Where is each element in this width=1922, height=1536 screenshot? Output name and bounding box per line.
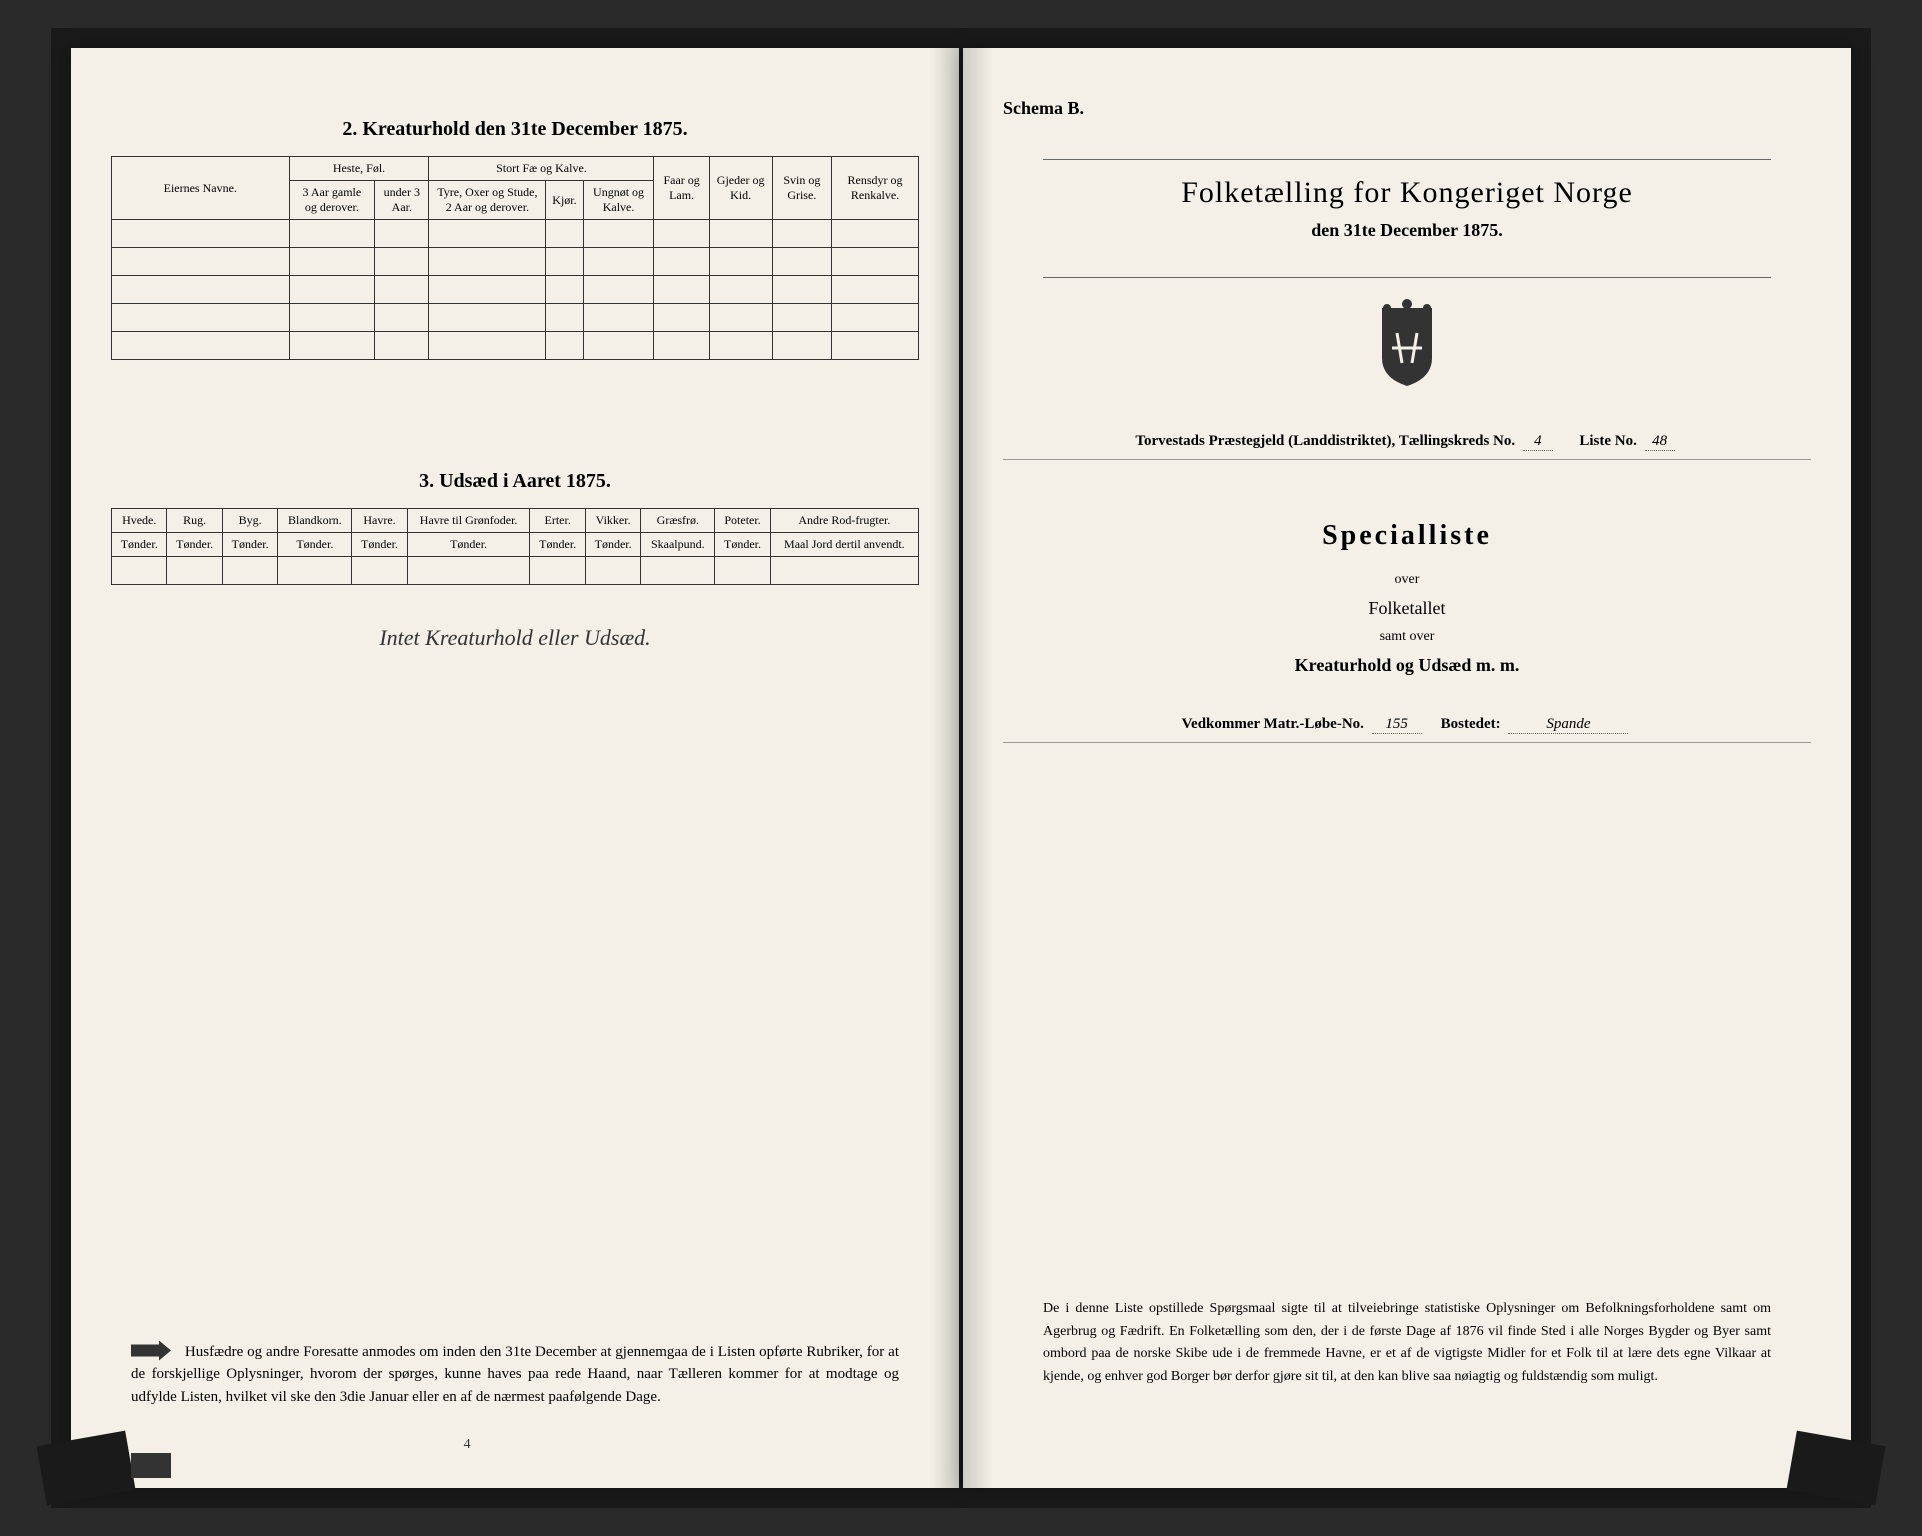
col-cattle-cow: Kjør. bbox=[546, 181, 583, 220]
c5: Havre. bbox=[352, 509, 407, 533]
u6: Tønder. bbox=[407, 533, 530, 557]
col-sheep: Faar og Lam. bbox=[654, 157, 709, 220]
kreatur-line: Kreaturhold og Udsæd m. m. bbox=[1003, 655, 1811, 676]
page-clip-corner bbox=[1786, 1431, 1885, 1506]
right-footer: De i denne Liste opstillede Spørgsmaal s… bbox=[1043, 1298, 1771, 1388]
c8: Vikker. bbox=[585, 509, 640, 533]
u2: Tønder. bbox=[167, 533, 222, 557]
c7: Erter. bbox=[530, 509, 585, 533]
book-spread: 2. Kreaturhold den 31te December 1875. E… bbox=[51, 28, 1871, 1508]
seed-table: Hvede. Rug. Byg. Blandkorn. Havre. Havre… bbox=[111, 508, 919, 585]
handwritten-note: Intet Kreaturhold eller Udsæd. bbox=[111, 625, 919, 651]
main-title: Folketælling for Kongeriget Norge bbox=[1043, 176, 1771, 210]
c3: Byg. bbox=[222, 509, 277, 533]
page-clip-corner bbox=[36, 1431, 135, 1506]
c2: Rug. bbox=[167, 509, 222, 533]
right-page: Schema B. Folketælling for Kongeriget No… bbox=[963, 48, 1851, 1488]
page-number: 4 bbox=[464, 1437, 471, 1453]
col-horse-old: 3 Aar gamle og derover. bbox=[289, 181, 375, 220]
c11: Andre Rod-frugter. bbox=[770, 509, 918, 533]
left-page: 2. Kreaturhold den 31te December 1875. E… bbox=[71, 48, 959, 1488]
table-row bbox=[112, 248, 919, 276]
specialliste-title: Specialliste bbox=[1003, 520, 1811, 552]
samt-over-label: samt over bbox=[1003, 629, 1811, 645]
schema-label: Schema B. bbox=[1003, 98, 1811, 119]
matr-no: 155 bbox=[1372, 716, 1422, 734]
pointer-icon bbox=[131, 1341, 171, 1361]
footer-text: Husfædre og andre Foresatte anmodes om i… bbox=[131, 1344, 899, 1405]
col-pigs: Svin og Grise. bbox=[772, 157, 832, 220]
livestock-table: Eiernes Navne. Heste, Føl. Stort Fæ og K… bbox=[111, 156, 919, 360]
u8: Tønder. bbox=[585, 533, 640, 557]
date-line: den 31te December 1875. bbox=[1043, 220, 1771, 241]
u5: Tønder. bbox=[352, 533, 407, 557]
table-row bbox=[112, 220, 919, 248]
liste-no: 48 bbox=[1645, 433, 1675, 451]
kreds-no: 4 bbox=[1523, 433, 1553, 451]
matr-line: Vedkommer Matr.-Løbe-No. 155 Bostedet: S… bbox=[1003, 716, 1811, 743]
district-line: Torvestads Præstegjeld (Landdistriktet),… bbox=[1003, 433, 1811, 460]
u10: Tønder. bbox=[715, 533, 770, 557]
over-label: over bbox=[1003, 572, 1811, 588]
u11: Maal Jord dertil anvendt. bbox=[770, 533, 918, 557]
section-2-title: 2. Kreaturhold den 31te December 1875. bbox=[111, 118, 919, 141]
page-clip-mark bbox=[131, 1453, 171, 1478]
table-row bbox=[112, 304, 919, 332]
col-owner: Eiernes Navne. bbox=[112, 157, 290, 220]
c9: Græsfrø. bbox=[641, 509, 715, 533]
u3: Tønder. bbox=[222, 533, 277, 557]
u1: Tønder. bbox=[112, 533, 167, 557]
u4: Tønder. bbox=[278, 533, 352, 557]
c1: Hvede. bbox=[112, 509, 167, 533]
table-row bbox=[112, 276, 919, 304]
c6: Havre til Grønfoder. bbox=[407, 509, 530, 533]
section-3-title: 3. Udsæd i Aaret 1875. bbox=[111, 470, 919, 493]
col-cattle-bull: Tyre, Oxer og Stude, 2 Aar og derover. bbox=[429, 181, 546, 220]
col-cattle-young: Ungnøt og Kalve. bbox=[583, 181, 654, 220]
col-goats: Gjeder og Kid. bbox=[709, 157, 772, 220]
coat-of-arms-icon bbox=[1003, 298, 1811, 393]
folketallet-label: Folketallet bbox=[1003, 598, 1811, 619]
grp-horses: Heste, Føl. bbox=[289, 157, 429, 181]
u7: Tønder. bbox=[530, 533, 585, 557]
c10: Poteter. bbox=[715, 509, 770, 533]
u9: Skaalpund. bbox=[641, 533, 715, 557]
col-horse-young: under 3 Aar. bbox=[375, 181, 429, 220]
grp-cattle: Stort Fæ og Kalve. bbox=[429, 157, 654, 181]
left-footer: Husfædre og andre Foresatte anmodes om i… bbox=[131, 1341, 899, 1409]
c4: Blandkorn. bbox=[278, 509, 352, 533]
col-reindeer: Rensdyr og Renkalve. bbox=[832, 157, 919, 220]
table-row bbox=[112, 332, 919, 360]
bosted: Spande bbox=[1508, 716, 1628, 734]
table-row bbox=[112, 557, 919, 585]
